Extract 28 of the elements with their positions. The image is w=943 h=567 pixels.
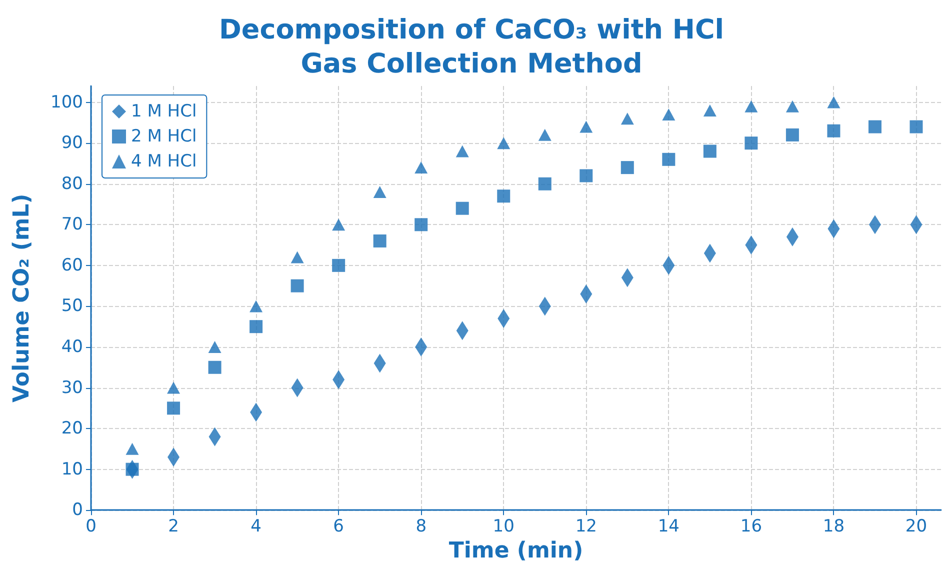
x-tick-label: 2: [168, 516, 179, 537]
x-tick-label: 0: [86, 516, 96, 537]
y-tick-label: 20: [61, 418, 83, 439]
legend-label: 1 M HCl: [131, 102, 197, 122]
y-tick-label: 80: [61, 174, 83, 194]
y-tick-label: 50: [61, 296, 83, 316]
y-tick-label: 90: [61, 133, 83, 154]
y-axis-title: Volume CO₂ (mL): [10, 194, 34, 402]
x-tick-label: 14: [658, 516, 680, 537]
x-tick-label: 4: [250, 516, 262, 537]
legend-label: 2 M HCl: [131, 126, 197, 146]
y-tick-label: 100: [50, 92, 83, 112]
x-tick-label: 16: [740, 516, 762, 537]
x-tick-label: 10: [492, 516, 514, 537]
y-tick-label: 0: [72, 500, 83, 520]
x-axis-title: Time (min): [448, 538, 584, 564]
y-tick-label: 70: [61, 214, 83, 235]
y-tick-label: 60: [61, 255, 83, 276]
y-tick-label: 10: [61, 459, 83, 480]
x-tick-label: 8: [416, 516, 427, 537]
x-tick-label: 18: [822, 516, 845, 537]
x-tick-label: 12: [575, 516, 597, 537]
y-tick-label: 30: [61, 378, 83, 398]
x-tick-label: 20: [905, 516, 928, 537]
chart-title: Decomposition of CaCO₃ with HCl Gas Collection Method: [218, 14, 724, 80]
y-tick-label: 40: [61, 336, 83, 357]
legend-label: 4 M HCl: [131, 152, 197, 172]
x-tick-label: 6: [333, 516, 344, 537]
